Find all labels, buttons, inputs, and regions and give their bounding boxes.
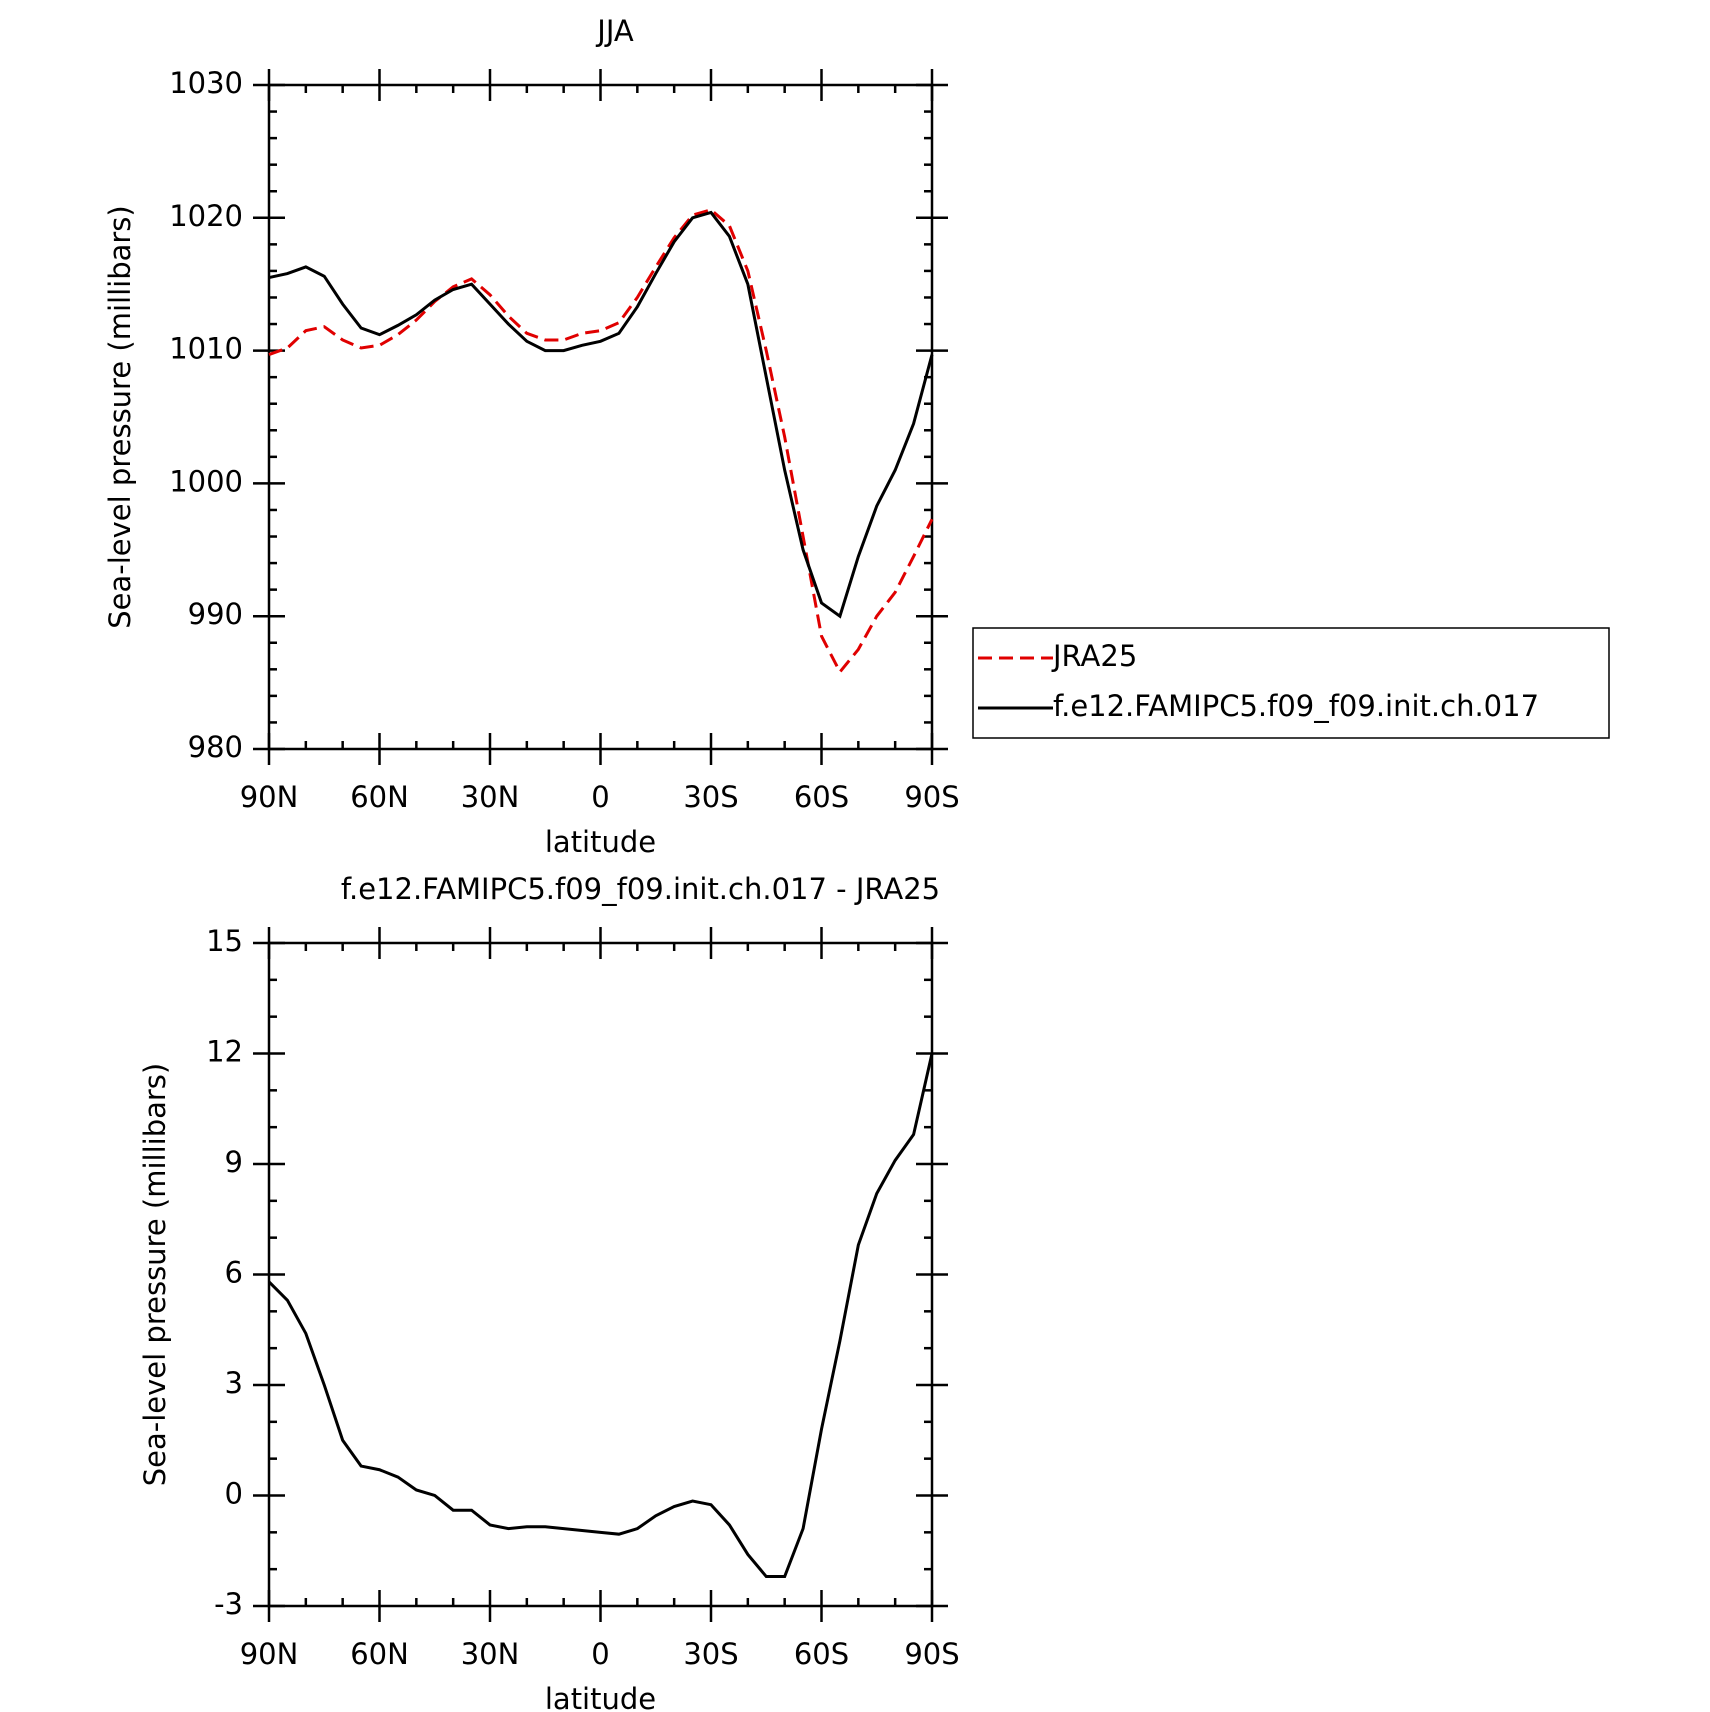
legend-label: JRA25 (1051, 639, 1137, 673)
x-tick-label: 90N (240, 780, 299, 814)
x-tick-label: 30S (683, 1637, 738, 1671)
y-axis-label: Sea-level pressure (millibars) (138, 1063, 172, 1486)
data-line (267, 1053, 934, 1579)
y-tick-label: 3 (225, 1366, 243, 1400)
chart-title: f.e12.FAMIPC5.f09_f09.init.ch.017 - JRA2… (341, 872, 940, 906)
x-tick-label: 60S (794, 780, 849, 814)
legend-label: f.e12.FAMIPC5.f09_f09.init.ch.017 (1053, 689, 1539, 723)
x-axis-label: latitude (545, 825, 656, 859)
x-tick-label: 90S (904, 1637, 959, 1671)
x-tick-label: 0 (591, 1637, 609, 1671)
x-tick-label: 30N (461, 780, 520, 814)
x-axis-label: latitude (545, 1682, 656, 1712)
y-tick-label: 0 (225, 1477, 243, 1511)
x-tick-label: 90S (904, 780, 959, 814)
y-axis-label: Sea-level pressure (millibars) (103, 205, 137, 628)
x-tick-label: 60N (350, 1637, 409, 1671)
x-tick-label: 0 (591, 780, 609, 814)
data-line (268, 210, 934, 619)
y-tick-label: 15 (206, 924, 243, 958)
chart-title: JJA (595, 14, 634, 48)
x-tick-label: 90N (240, 1637, 299, 1671)
x-tick-label: 30S (683, 780, 738, 814)
x-tick-label: 30N (461, 1637, 520, 1671)
y-tick-label: 1010 (169, 332, 243, 366)
y-tick-label: 1030 (169, 66, 243, 100)
legend-box (972, 627, 1610, 739)
y-tick-label: -3 (214, 1587, 243, 1621)
y-tick-label: 9 (225, 1145, 243, 1179)
x-tick-label: 60S (794, 1637, 849, 1671)
plot-frame (267, 83, 934, 751)
data-line (268, 208, 934, 675)
y-tick-label: 6 (225, 1256, 243, 1290)
y-tick-label: 12 (206, 1035, 243, 1069)
y-tick-label: 990 (188, 597, 243, 631)
y-tick-label: 1000 (169, 464, 243, 498)
plot-frame (267, 941, 934, 1608)
x-tick-label: 60N (350, 780, 409, 814)
y-tick-label: 1020 (169, 199, 243, 233)
y-tick-label: 980 (188, 730, 243, 764)
